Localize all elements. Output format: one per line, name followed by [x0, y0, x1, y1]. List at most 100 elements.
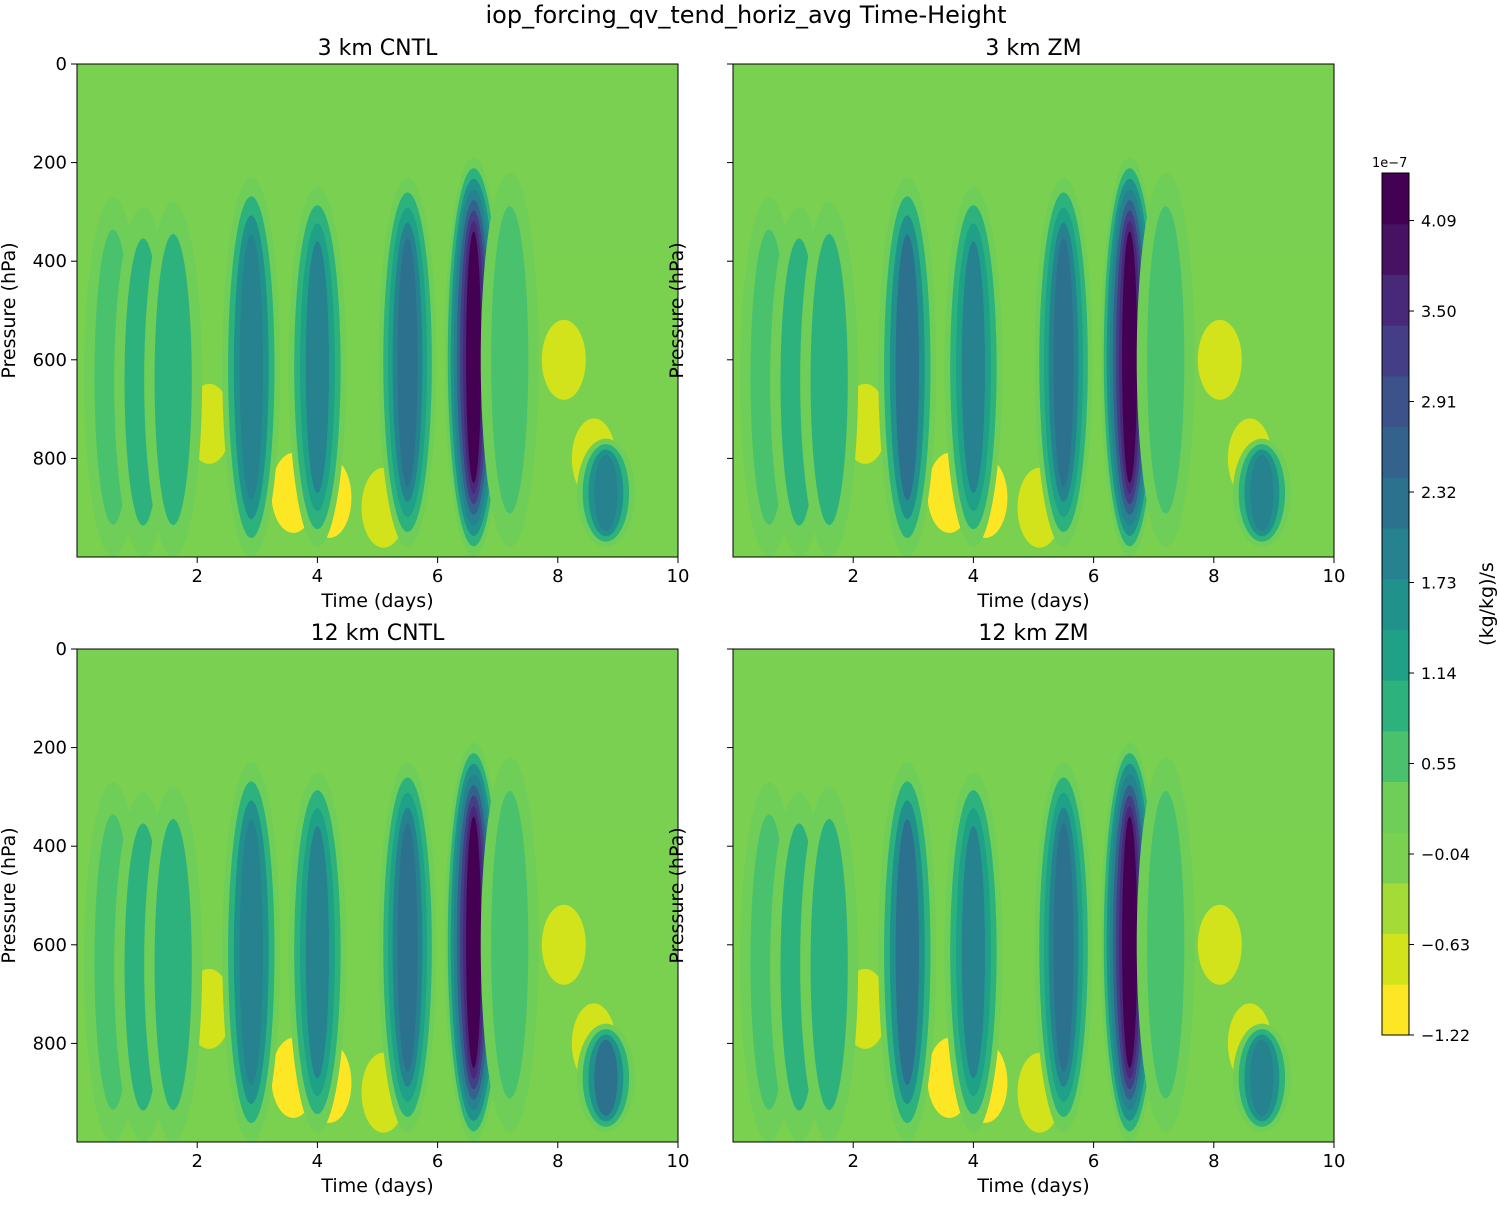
- colorbar-exponent: 1e−7: [1372, 156, 1407, 171]
- colorbar-level: [1382, 477, 1409, 529]
- colorbar-level: [1382, 832, 1409, 884]
- contour-level: [895, 234, 919, 501]
- moist-column-7: [1136, 757, 1195, 1133]
- moist-column-3: [878, 177, 937, 557]
- contour-level: [810, 818, 848, 1111]
- moist-column-2: [144, 787, 203, 1142]
- y-tick-label: 600: [33, 350, 67, 371]
- panels: 2 4 6 8 10 0 200 400 600 800 3 km CNTL Time (days) P…: [0, 36, 1345, 1197]
- colorbar-level: [1382, 274, 1409, 326]
- contour-level: [305, 826, 330, 1079]
- x-tick-label: 8: [1208, 1151, 1219, 1172]
- contour-level: [305, 241, 330, 494]
- colorbar-level: [1382, 375, 1409, 428]
- axes-frame: [732, 648, 1335, 1143]
- moist-column-3: [222, 762, 281, 1142]
- x-tick-label: 8: [552, 566, 563, 587]
- contour-level: [1122, 816, 1138, 1069]
- colorbar-frame: [1381, 172, 1410, 1036]
- x-tick-label: 6: [1088, 1151, 1099, 1172]
- panel-title: 3 km CNTL: [318, 36, 438, 61]
- x-axis-label: Time (days): [976, 1175, 1089, 1197]
- plot-area: [733, 157, 1334, 557]
- colorbar-tick-label: 2.91: [1421, 393, 1457, 412]
- colorbar-tick-label: −1.22: [1421, 1026, 1470, 1045]
- moist-column-4: [944, 187, 1003, 548]
- plot-area: [77, 157, 678, 557]
- colorbar-level: [1382, 578, 1409, 630]
- moist-column-5: [378, 177, 437, 548]
- colorbar-tick-label: 1.14: [1421, 664, 1457, 683]
- contour-level: [594, 1039, 618, 1116]
- y-axis-label: Pressure (hPa): [0, 827, 20, 963]
- moist-column-4: [288, 772, 347, 1133]
- moist-column-4: [288, 187, 347, 548]
- contour-level: [1053, 822, 1074, 1072]
- colorbar-tick-label: 3.50: [1421, 302, 1457, 321]
- y-axis-label: Pressure (hPa): [0, 242, 20, 378]
- moist-column-5: [1034, 762, 1093, 1133]
- moist-column-7: [480, 172, 539, 548]
- x-tick-label: 6: [432, 1151, 443, 1172]
- colorbar-level: [1382, 223, 1409, 275]
- contour-level: [1122, 231, 1138, 484]
- x-tick-label: 10: [1323, 566, 1346, 587]
- contour-level: [895, 819, 919, 1086]
- moist-column-5: [1034, 177, 1093, 548]
- contour-level: [961, 241, 986, 494]
- colorbar-level: [1382, 781, 1409, 833]
- x-tick-label: 4: [968, 1151, 979, 1172]
- contour-level: [810, 233, 848, 526]
- dry-region-4: [541, 904, 586, 985]
- contour-level: [239, 234, 263, 501]
- moist-column-7: [480, 757, 539, 1133]
- colorbar-level: [1382, 173, 1409, 225]
- contour-level: [1053, 237, 1074, 487]
- x-tick-label: 2: [191, 566, 202, 587]
- panel-1: 2 4 6 8 10 3 km ZM Time (days) Pressure (hPa): [666, 36, 1345, 612]
- colorbar-tick-label: 2.32: [1421, 483, 1457, 502]
- moist-column-8: [576, 1023, 635, 1133]
- panel-title: 12 km CNTL: [311, 621, 445, 646]
- contour-level: [1147, 791, 1185, 1099]
- moist-column-8: [576, 438, 635, 548]
- x-tick-label: 2: [847, 1151, 858, 1172]
- x-tick-label: 2: [847, 566, 858, 587]
- y-tick-label: 800: [33, 1033, 67, 1054]
- moist-column-5: [378, 762, 437, 1133]
- y-tick-label: 200: [33, 738, 67, 759]
- contour-level: [154, 818, 192, 1111]
- x-axis-label: Time (days): [976, 590, 1089, 612]
- panel-0: 2 4 6 8 10 0 200 400 600 800 3 km CNTL Time (days) P…: [0, 36, 689, 612]
- colorbar-level: [1382, 629, 1409, 681]
- dry-region-4: [1197, 319, 1242, 400]
- x-axis-label: Time (days): [320, 1175, 433, 1197]
- contour-level: [961, 826, 986, 1079]
- dry-region-4: [1197, 904, 1242, 985]
- contour-level: [397, 822, 418, 1072]
- figure-title: iop_forcing_qv_tend_horiz_avg Time-Heigh…: [486, 1, 1007, 29]
- panel-3: 2 4 6 8 10 12 km ZM Time (days) Pressure (hPa): [666, 621, 1345, 1197]
- contour-level: [491, 206, 529, 514]
- colorbar-level: [1382, 426, 1409, 478]
- contour-level: [154, 233, 192, 526]
- colorbar-level: [1382, 680, 1409, 732]
- y-tick-label: 400: [33, 251, 67, 272]
- colorbar: −1.22 −0.63 −0.04 0.55 1.14 1.73 2.32 2.91 3.50 4…: [1372, 156, 1498, 1045]
- moist-column-8: [1232, 438, 1291, 548]
- axes-frame: [732, 63, 1335, 558]
- x-tick-label: 4: [312, 1151, 323, 1172]
- moist-column-3: [222, 177, 281, 557]
- contour-level: [466, 231, 482, 484]
- x-tick-label: 8: [1208, 566, 1219, 587]
- x-tick-label: 6: [1088, 566, 1099, 587]
- colorbar-level: [1382, 984, 1409, 1036]
- colorbar-level: [1382, 882, 1409, 935]
- y-tick-label: 400: [33, 836, 67, 857]
- contour-level: [594, 454, 618, 531]
- y-tick-label: 800: [33, 448, 67, 469]
- x-tick-label: 8: [552, 1151, 563, 1172]
- panel-title: 12 km ZM: [978, 621, 1088, 646]
- x-tick-label: 10: [667, 566, 690, 587]
